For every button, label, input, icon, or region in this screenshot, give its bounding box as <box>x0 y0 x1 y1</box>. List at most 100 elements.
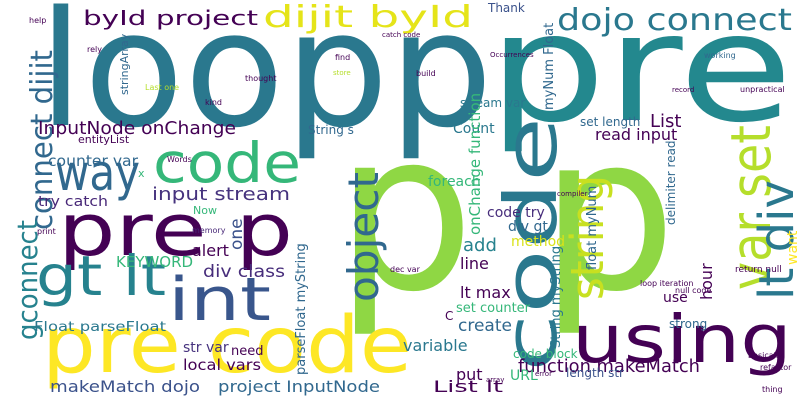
word: array <box>486 376 504 384</box>
word: input stream <box>152 184 290 205</box>
word: Last one <box>145 83 179 92</box>
word: pre code <box>42 301 412 391</box>
word: function makeMatch <box>518 356 700 377</box>
word: try catch <box>38 194 108 210</box>
word: stringArray <box>118 33 131 95</box>
word: pre p <box>58 188 293 272</box>
word: local vars <box>183 356 261 374</box>
word: code <box>153 131 301 195</box>
word: variable <box>403 336 468 355</box>
word: x <box>138 167 145 180</box>
word: thought <box>245 74 276 83</box>
word: string <box>561 175 614 300</box>
word: help <box>29 16 46 25</box>
word: loop iteration <box>640 279 693 288</box>
word: one <box>227 218 247 250</box>
word: find <box>335 53 350 62</box>
word: URL <box>510 368 538 384</box>
word: List <box>650 111 681 132</box>
word: alert <box>192 241 229 260</box>
word: delimiter read <box>664 140 678 225</box>
word: counter var <box>48 152 139 170</box>
word: dec var <box>390 265 421 274</box>
word: myNum Float <box>542 23 557 110</box>
word: gt lt <box>36 244 166 308</box>
word: return null <box>735 265 782 275</box>
word: put <box>456 365 483 384</box>
word: need <box>231 344 264 359</box>
word: refactor <box>760 363 792 372</box>
word: build <box>416 69 436 78</box>
word: p <box>540 88 676 339</box>
word: gconnect <box>11 220 44 340</box>
word: lt div <box>749 180 800 300</box>
word: null code <box>675 286 712 295</box>
word: str var <box>183 340 229 356</box>
word: entityList <box>78 133 130 146</box>
word: div gt <box>508 219 548 235</box>
word: div class <box>203 262 285 282</box>
word: String myString <box>549 246 564 348</box>
word: project InputNode <box>218 377 380 396</box>
word: kind <box>205 98 222 107</box>
word: parseFloat myString <box>294 243 309 375</box>
word: makeMatch dojo <box>50 377 200 396</box>
word: use <box>663 290 688 306</box>
word: Now <box>193 204 217 217</box>
word: working <box>704 51 736 60</box>
word: object <box>339 172 388 302</box>
word: code block <box>513 347 578 361</box>
word: C <box>445 309 453 323</box>
word: unpractical <box>740 85 785 94</box>
word: store <box>333 69 351 77</box>
word: record <box>672 86 694 94</box>
word: line <box>460 254 489 273</box>
word: print <box>37 227 56 236</box>
word: dijit byId <box>263 0 473 35</box>
word: dojo connect <box>557 3 792 38</box>
word: stream var <box>460 96 525 110</box>
word: InputNode onChange <box>38 118 236 139</box>
word: create <box>458 316 512 336</box>
word: Count <box>453 121 495 137</box>
word: float myNum <box>585 186 600 270</box>
word: set counter <box>456 301 531 316</box>
word: byId project <box>83 6 258 30</box>
word: Float parseFloat <box>34 320 166 335</box>
word: code <box>489 117 573 372</box>
word: basically <box>748 351 783 360</box>
word: error <box>535 370 552 378</box>
word: want <box>785 230 800 265</box>
word: code try <box>487 205 545 221</box>
word: read input <box>595 125 677 144</box>
word: foreach <box>428 174 481 190</box>
word: length str <box>566 366 624 380</box>
word: KEYWORD <box>116 253 193 271</box>
word: connect dijit <box>25 50 60 230</box>
word: using <box>572 301 792 378</box>
word: strong <box>669 317 707 331</box>
word: catch code <box>382 31 420 39</box>
word: Thank <box>487 1 525 15</box>
word: add <box>463 235 497 256</box>
word: way <box>55 144 140 202</box>
word: rely <box>87 45 102 54</box>
word: loopp <box>38 0 493 163</box>
word: Words <box>167 155 192 164</box>
word: pre <box>488 0 793 156</box>
word: memory <box>192 226 226 235</box>
word: thing <box>762 385 783 394</box>
word: lt max <box>460 283 511 302</box>
word: var set <box>719 125 783 290</box>
word: Occurrences <box>490 51 534 59</box>
word: hour <box>697 263 716 300</box>
word: p <box>335 84 475 340</box>
word: set length <box>580 115 640 129</box>
word: method <box>511 234 565 250</box>
word: String s <box>308 123 354 137</box>
word: List lt <box>433 377 503 396</box>
word: int <box>168 265 271 335</box>
word: compiler <box>557 190 588 198</box>
